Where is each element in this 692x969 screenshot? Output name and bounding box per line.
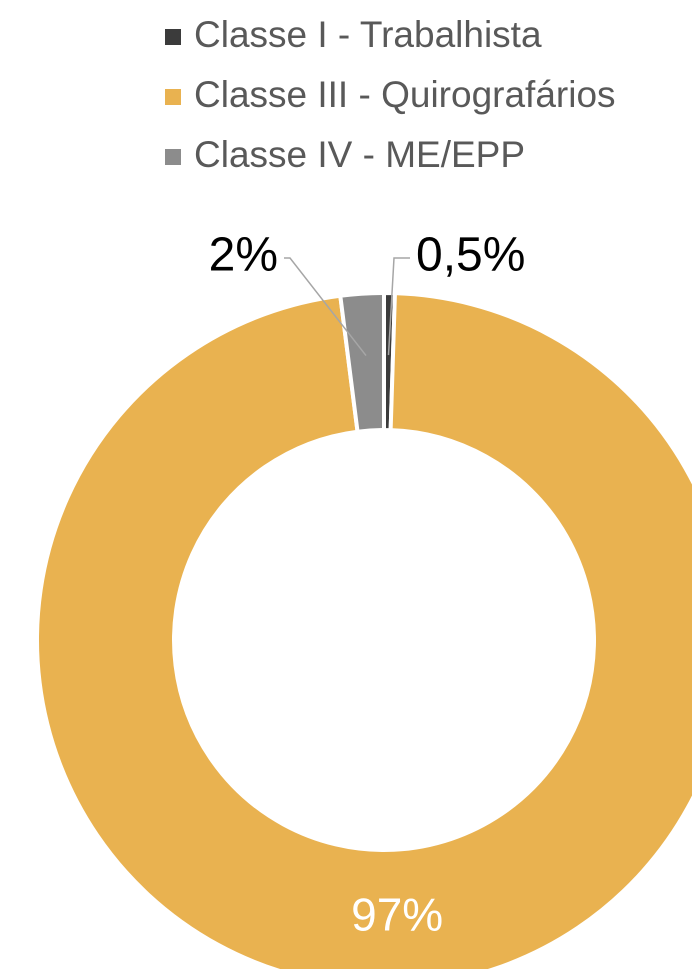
data-label: 0,5% bbox=[416, 229, 525, 282]
data-label: 97% bbox=[351, 888, 443, 940]
legend-label: Classe IV - ME/EPP bbox=[194, 134, 525, 175]
legend-swatch bbox=[165, 29, 181, 45]
leader-line bbox=[387, 257, 410, 356]
legend-label: Classe III - Quirografários bbox=[194, 74, 616, 115]
donut-slice bbox=[35, 291, 692, 969]
leader-line bbox=[284, 257, 367, 357]
legend-swatch bbox=[165, 149, 181, 165]
donut-slice bbox=[338, 290, 386, 434]
data-label: 2% bbox=[209, 229, 278, 282]
legend-label: Classe I - Trabalhista bbox=[194, 14, 542, 55]
legend-swatch bbox=[165, 89, 181, 105]
